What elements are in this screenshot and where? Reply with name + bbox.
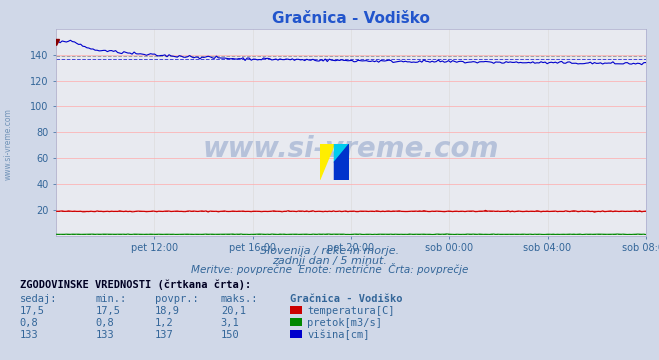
Text: 17,5: 17,5 — [96, 306, 121, 316]
Text: zadnji dan / 5 minut.: zadnji dan / 5 minut. — [272, 256, 387, 266]
Text: Slovenija / reke in morje.: Slovenija / reke in morje. — [260, 246, 399, 256]
Text: www.si-vreme.com: www.si-vreme.com — [3, 108, 13, 180]
Text: 17,5: 17,5 — [20, 306, 45, 316]
Text: www.si-vreme.com: www.si-vreme.com — [203, 135, 499, 163]
Text: 3,1: 3,1 — [221, 318, 239, 328]
Text: Gračnica - Vodiško: Gračnica - Vodiško — [290, 294, 403, 304]
Text: 150: 150 — [221, 330, 239, 340]
Text: Meritve: povprečne  Enote: metrične  Črta: povprečje: Meritve: povprečne Enote: metrične Črta:… — [191, 263, 468, 275]
Text: 0,8: 0,8 — [96, 318, 114, 328]
Text: temperatura[C]: temperatura[C] — [307, 306, 395, 316]
Text: pretok[m3/s]: pretok[m3/s] — [307, 318, 382, 328]
Polygon shape — [335, 144, 349, 162]
Text: 20,1: 20,1 — [221, 306, 246, 316]
Text: 133: 133 — [20, 330, 38, 340]
Polygon shape — [335, 162, 349, 180]
Text: 0,8: 0,8 — [20, 318, 38, 328]
Title: Gračnica - Vodiško: Gračnica - Vodiško — [272, 11, 430, 26]
Text: 133: 133 — [96, 330, 114, 340]
Text: višina[cm]: višina[cm] — [307, 329, 370, 340]
Text: 18,9: 18,9 — [155, 306, 180, 316]
Text: 137: 137 — [155, 330, 173, 340]
Polygon shape — [335, 144, 349, 180]
Text: 1,2: 1,2 — [155, 318, 173, 328]
Text: maks.:: maks.: — [221, 294, 258, 304]
Text: min.:: min.: — [96, 294, 127, 304]
Text: povpr.:: povpr.: — [155, 294, 198, 304]
Text: ZGODOVINSKE VREDNOSTI (črtkana črta):: ZGODOVINSKE VREDNOSTI (črtkana črta): — [20, 279, 251, 290]
Text: sedaj:: sedaj: — [20, 294, 57, 304]
Polygon shape — [320, 144, 335, 180]
